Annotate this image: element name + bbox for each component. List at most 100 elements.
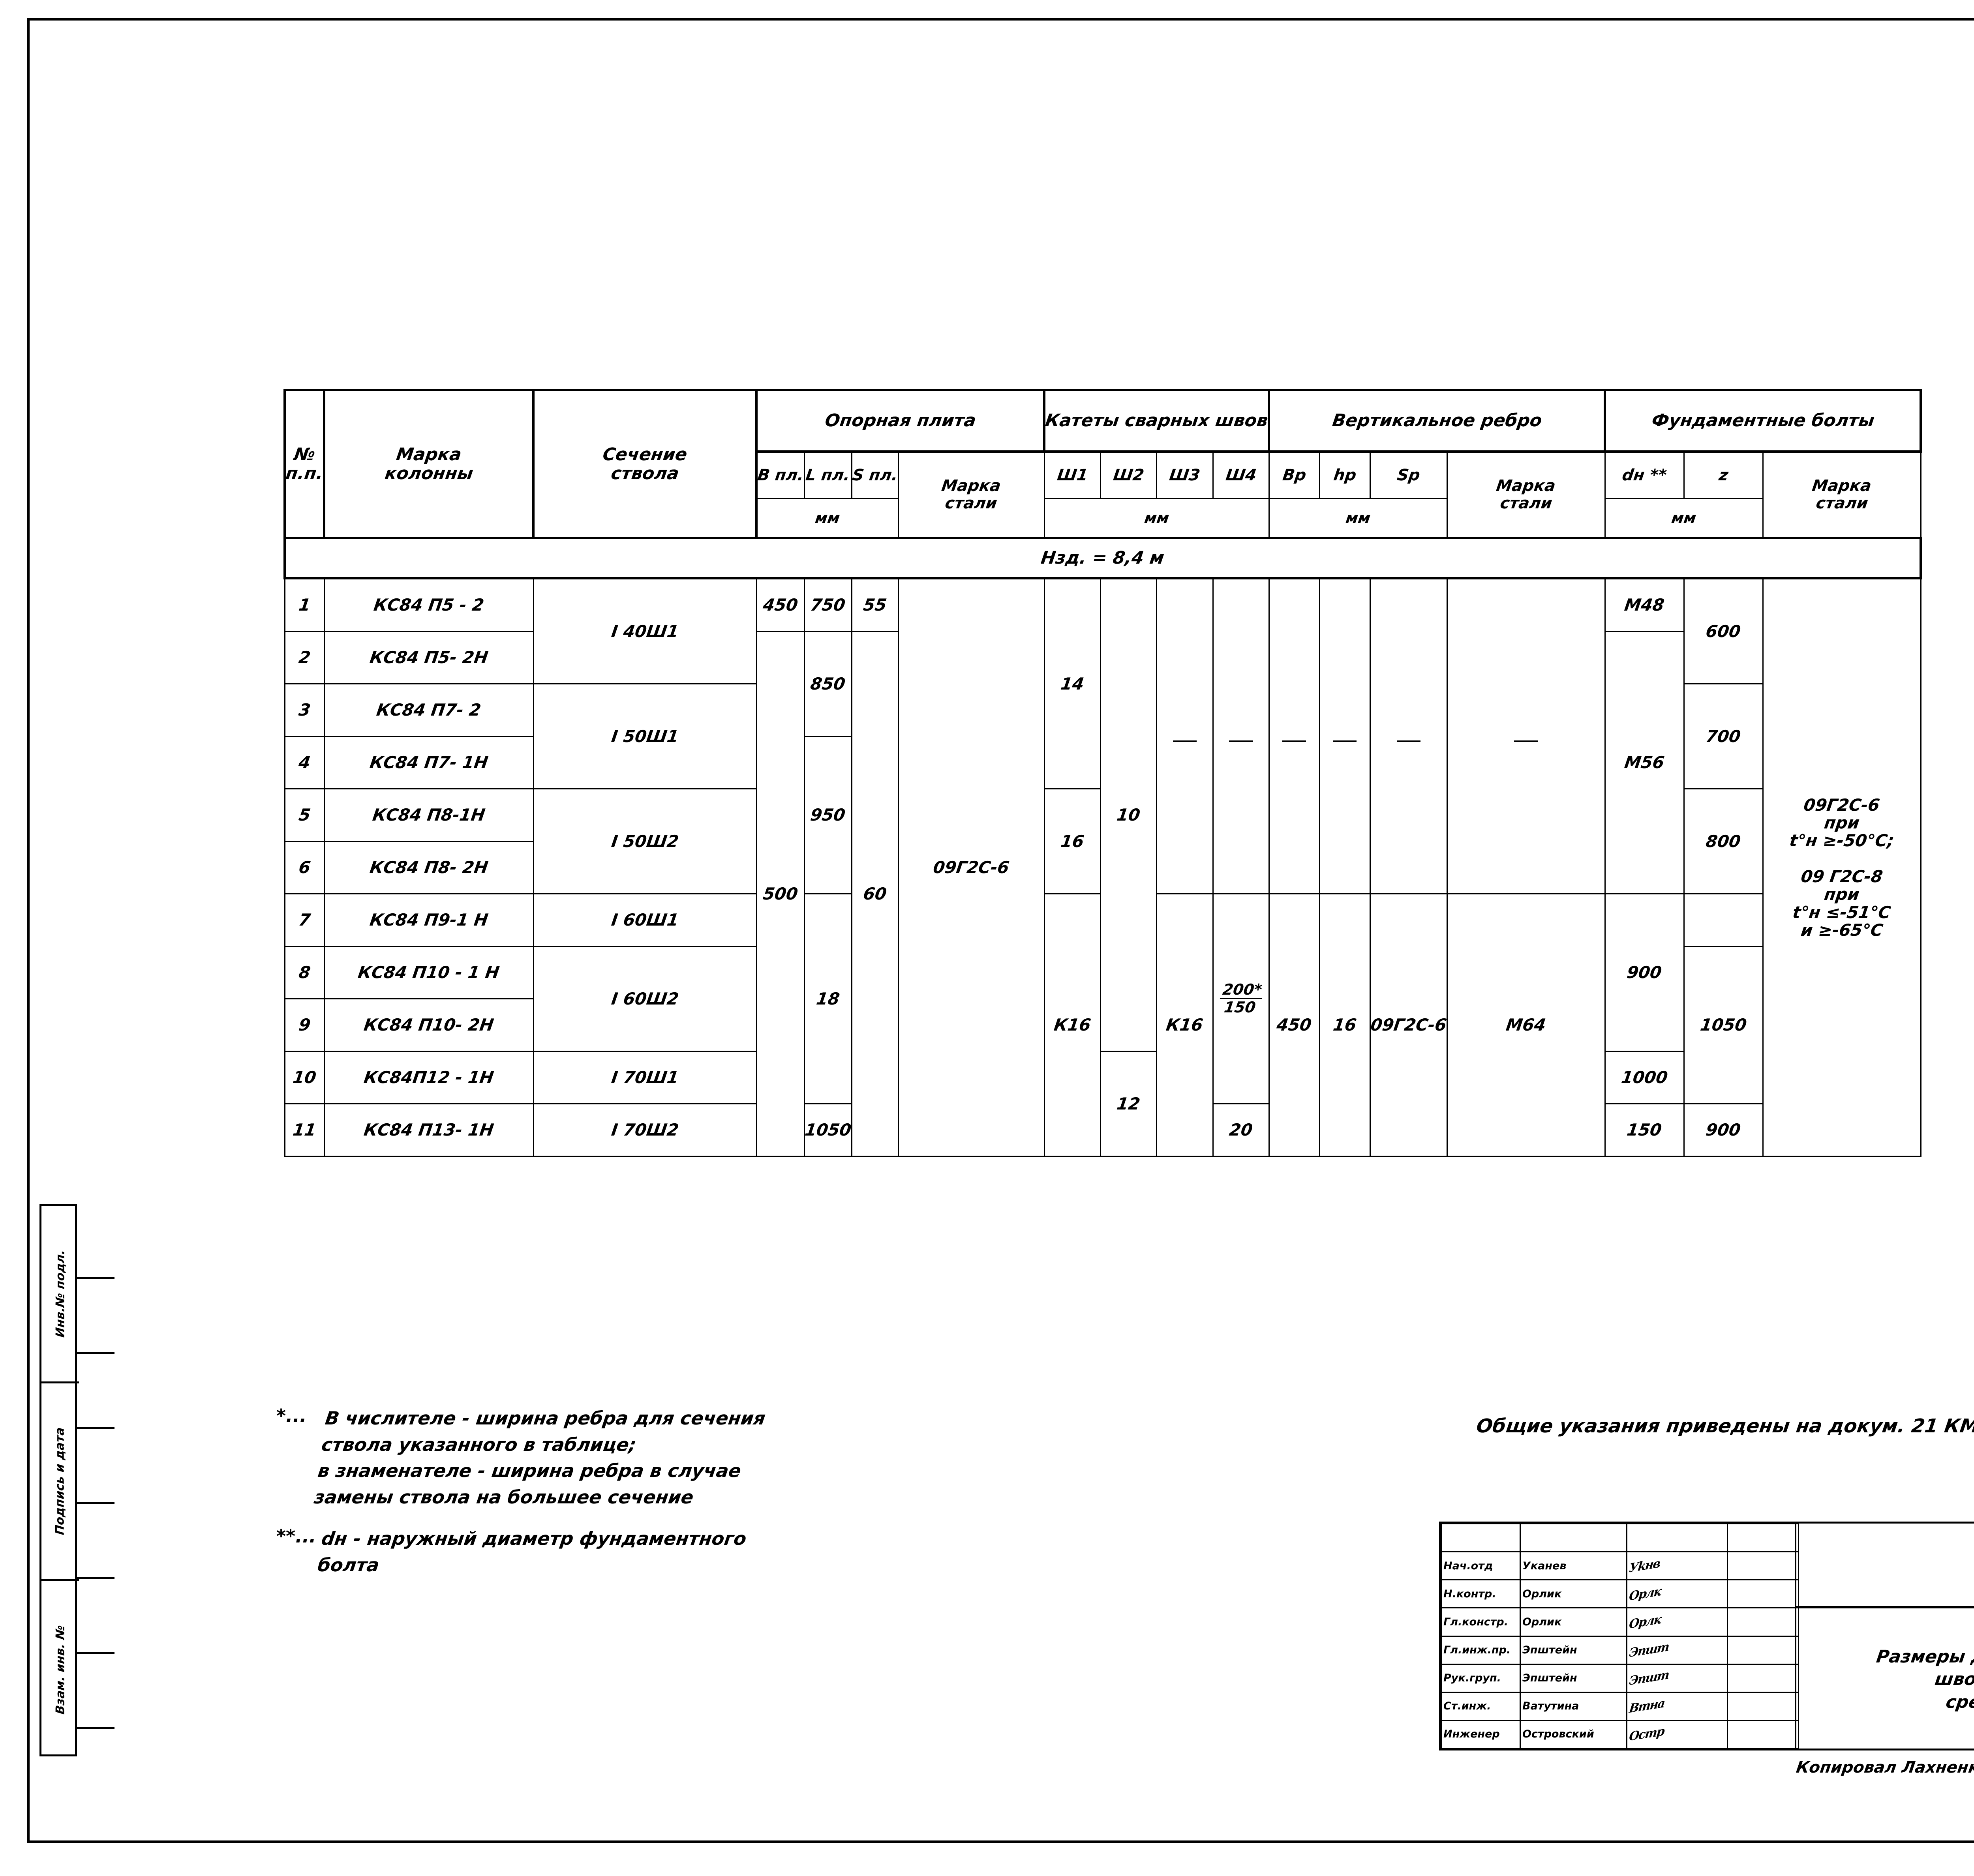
table-group-band-row: Нзд. = 8,4 м [283, 537, 1922, 579]
cell-column-mark: КС84 П5- 2Н [323, 631, 534, 684]
sig-role: Ст.инж. [1441, 1691, 1521, 1721]
margin-label-vzam-inv: Взам. инв. № [53, 1624, 68, 1715]
drawing-name-line-1: Размеры деталей и сварных [1875, 1647, 1974, 1667]
sig-mark: Втнa [1626, 1691, 1728, 1721]
rib-width-fraction: 200* 150 [1218, 981, 1265, 1016]
cell-sp: 16 [1319, 893, 1371, 1157]
cell-hp [1319, 577, 1371, 894]
gost-margin-column: Инв.№ подл. Подпись и дата Взам. инв. № [39, 1204, 79, 1758]
cell-l-pl: 750 [803, 577, 852, 632]
signature-row: Гл.инж.пр. Эпштейн Эпшт [1441, 1635, 1799, 1665]
header-l-pl: L пл. [803, 451, 852, 499]
sig-date [1727, 1719, 1799, 1749]
cell-s-pl: 60 [851, 631, 899, 1157]
cell-shaft-section: I 70Ш1 [533, 1051, 757, 1104]
cell-shaft-section: I 60Ш1 [533, 893, 757, 947]
sig-date [1727, 1691, 1799, 1721]
signature-row: Рук.груп. Эпштейн Эпшт [1441, 1663, 1799, 1693]
handwritten-signature: Эпшт [1628, 1668, 1670, 1689]
column-base-dimensions-table: № п.п. Марка колонны Сечение ствола Опор… [283, 389, 1922, 1157]
header-sh1: Ш1 [1043, 451, 1101, 499]
cell-dn: М48 [1604, 577, 1685, 632]
drawing-name-line-2: швов баз колонн [1933, 1669, 1974, 1690]
cell-l-pl: 1050 [1683, 946, 1764, 1104]
signature-table: Нач.отд Уканев Уkнв Н.контр. Орлик Орлк … [1439, 1522, 1799, 1750]
dash-mark-icon [1396, 740, 1420, 742]
cell-column-mark: КС84 П5 - 2 [323, 577, 534, 632]
header-group-foundation-bolts: Фундаментные болты [1604, 389, 1922, 453]
margin-cell-vzam-inv: Взам. инв. № [41, 1581, 79, 1758]
header-dn: dн ** [1604, 451, 1685, 499]
cell-rownum: 11 [284, 1103, 325, 1157]
cell-steel-grade-bolt: 09Г2С-6 при t°н ≥-50°C; 09 Г2С-8 при t°н… [1762, 577, 1921, 1157]
cell-shaft-section: I 50Ш1 [533, 683, 757, 789]
sig-date [1727, 1551, 1799, 1581]
table-row: 7 КС84 П9-1 Н I 60Ш1 18 К16 К16 200* 150… [284, 893, 1921, 1157]
handwritten-signature: Эпшт [1628, 1640, 1670, 1660]
table-row: 8 КС84 П10 - 1 Н I 60Ш2 1050 [284, 946, 1921, 1104]
footnote-1-line-2: ствола указанного в таблице; [320, 1434, 638, 1455]
cell-bp: 150 [1604, 1103, 1685, 1157]
sig-mark: Остр [1626, 1719, 1728, 1749]
cell-bp [1268, 577, 1320, 894]
header-bp: Вр [1268, 451, 1320, 499]
footnote-2-line-1: dн - наружный диаметр фундаментного [320, 1527, 748, 1549]
cell-rownum: 7 [284, 893, 325, 947]
handwritten-signature: Орлк [1628, 1584, 1662, 1604]
cell-steel-grade-rib [1446, 577, 1606, 894]
cell-s-pl: 55 [851, 577, 899, 632]
sig-role: Нач.отд [1441, 1551, 1521, 1581]
units-rib-mm: мм [1268, 498, 1448, 539]
cell-rownum: 6 [284, 841, 325, 894]
table-header-row-groups: № п.п. Марка колонны Сечение ствола Опор… [283, 389, 1922, 539]
footnotes: *... В числителе - ширина ребра для сече… [276, 1405, 1263, 1585]
cell-shaft-section: I 40Ш1 [533, 577, 757, 684]
cell-l-pl: 850 [803, 631, 852, 737]
dash-mark-icon [1173, 740, 1197, 742]
cell-z: 900 [1683, 1103, 1764, 1157]
cell-rownum: 1 [284, 577, 325, 632]
sig-mark: Орлк [1626, 1607, 1728, 1637]
title-block-right: 1.424.3-7.3 22КМ Размеры деталей и сварн… [1796, 1522, 1974, 1750]
cell-steel-grade-plate: 09Г2С-6 [897, 577, 1045, 1157]
header-z: z [1683, 451, 1764, 499]
cell-rownum: 3 [284, 683, 325, 737]
table-header-row-units: мм мм мм мм [285, 498, 1921, 539]
header-shaft-section: Сечение ствола [532, 389, 758, 539]
signature-row: Ст.инж. Ватутина Втнa [1441, 1691, 1799, 1721]
cell-sh1: 20 [1212, 1103, 1270, 1157]
sig-name-empty [1520, 1523, 1627, 1553]
cell-hp: 450 [1268, 893, 1320, 1157]
sig-date [1727, 1663, 1799, 1693]
footnote-2-line-2: болта [316, 1554, 381, 1576]
footnote-2-marker: **... [276, 1525, 316, 1547]
sig-name: Орлик [1520, 1607, 1627, 1637]
cell-sh2: 10 [1100, 577, 1158, 1052]
handwritten-signature: Орлк [1628, 1612, 1662, 1632]
margin-cell-podpis-data: Подпись и дата [41, 1383, 79, 1581]
sig-name: Ватутина [1520, 1691, 1627, 1721]
dash-mark-icon [1229, 740, 1253, 742]
rib-width-denominator: 150 [1223, 998, 1257, 1016]
general-instructions-note: Общие указания приведены на докум. 21 КМ… [1475, 1415, 1974, 1437]
header-sp: Sp [1369, 451, 1448, 499]
header-group-weld-legs: Катеты сварных швов [1043, 389, 1270, 453]
header-column-mark: Марка колонны [323, 389, 535, 539]
cell-z: 900 [1604, 893, 1685, 1052]
cell-column-mark: КС84 П9-1 Н [323, 893, 534, 947]
cell-l-pl: 1050 [803, 1103, 852, 1157]
group-band-label: Нзд. = 8,4 м [283, 537, 1922, 579]
cell-column-mark: КС84 П13- 1Н [323, 1103, 534, 1157]
signature-row-empty [1441, 1523, 1799, 1553]
dash-mark-icon [1514, 740, 1538, 742]
cell-sh1: 14 [1043, 577, 1101, 789]
cell-z: 600 [1683, 577, 1764, 684]
cell-sp [1369, 577, 1448, 894]
cell-column-mark: КС84 П8-1Н [323, 788, 534, 842]
cell-b-pl: 500 [756, 631, 805, 1157]
table-row: 6 КС84 П8- 2Н [284, 841, 1921, 894]
sig-date-empty [1727, 1523, 1799, 1553]
cell-column-mark: КС84 П8- 2Н [323, 841, 534, 894]
table-header-row-symbols: В пл. L пл. S пл. Марка стали Ш1 Ш2 Ш3 Ш… [285, 451, 1921, 539]
cell-rownum: 4 [284, 736, 325, 789]
